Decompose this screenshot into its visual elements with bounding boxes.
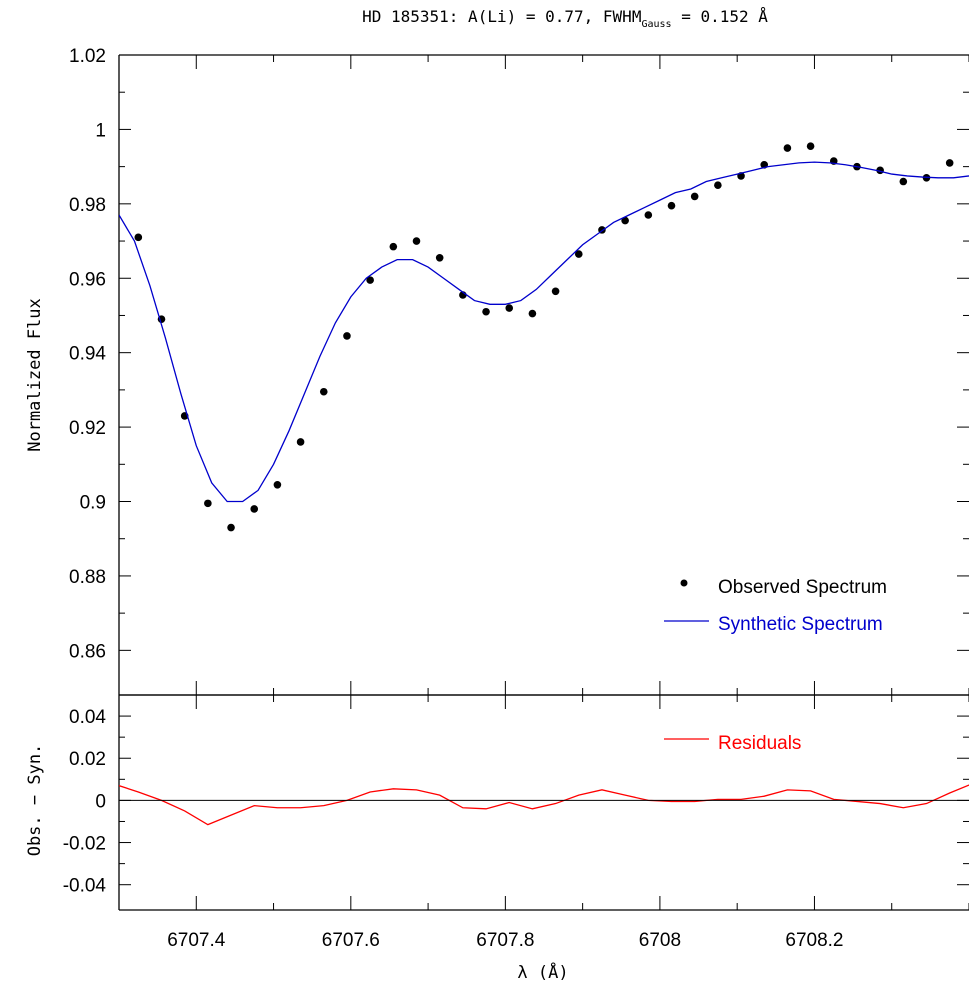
chart-title-prefix: HD 185351: A(Li) = 0.77, FWHM [362,7,641,26]
chart-title: HD 185351: A(Li) = 0.77, FWHMGauss = 0.1… [362,7,768,30]
main-ytick-label: 0.86 [69,641,106,662]
y-axis-label-main: Normalized Flux [25,298,45,452]
y-axis-label-residuals: Obs. − Syn. [25,744,45,857]
legend-residuals-label: Residuals [718,733,801,754]
residuals-panel: -0.04 -0.02 0 0.02 0.04 6707.4 6707.6 6707.8 670… [63,694,969,951]
main-panel: 0.86 0.88 0.9 0.92 0.94 0.96 0.98 1 1.02 [69,46,969,696]
chart-title-subscript: Gauss [641,19,671,30]
legend-synthetic-label: Synthetic Spectrum [718,614,883,635]
residuals-line [119,784,969,826]
observed-point [945,159,954,167]
resid-xtick-label: 6707.8 [476,930,534,951]
observed-point [783,144,792,152]
observed-point [204,499,212,508]
observed-point [482,307,490,316]
main-ytick-label: 1 [95,120,106,141]
observed-point [227,523,235,532]
resid-xtick-label: 6707.4 [167,930,226,951]
observed-point [412,237,421,245]
chart-title-suffix: = 0.152 Å [672,7,769,26]
resid-ytick-label: 0.02 [69,749,106,770]
x-axis-label: λ (Å) [517,961,568,983]
observed-point [644,211,653,219]
observed-point [714,181,722,190]
observed-point [621,216,629,225]
observed-point [389,242,398,251]
resid-ytick-label: 0 [95,791,106,812]
observed-point [505,304,514,312]
legend-observed-marker [680,579,688,587]
main-ytick-label: 0.88 [69,567,106,588]
observed-point [273,480,282,489]
main-ytick-label: 0.94 [69,344,106,365]
observed-point [296,438,305,446]
observed-point [899,177,908,186]
main-ytick-label: 0.92 [69,418,106,439]
observed-point [667,201,676,210]
resid-ytick-label: -0.04 [63,876,107,897]
main-ytick-label: 0.9 [80,493,106,514]
legend-residuals: Residuals [664,733,801,754]
observed-point [435,253,444,262]
resid-ytick-label: 0.04 [69,707,106,728]
legend-observed-label: Observed Spectrum [718,577,887,598]
resid-xtick-label: 6708.2 [785,930,843,951]
observed-point [806,142,815,150]
resid-xtick-label: 6707.6 [322,930,380,951]
observed-point [343,332,351,340]
observed-point [366,276,374,284]
main-ytick-label: 1.02 [69,46,106,67]
resid-ytick-label: -0.02 [63,834,106,855]
observed-point [528,309,537,318]
resid-plot-area [119,784,969,826]
observed-point [690,192,699,201]
observed-point [250,505,259,513]
main-ytick-label: 0.96 [69,269,106,290]
observed-point [319,387,328,396]
main-plot-area [119,142,969,532]
observed-point [551,287,560,296]
legend-main: Observed Spectrum Synthetic Spectrum [664,577,887,635]
synthetic-spectrum-line [119,161,969,503]
resid-xtick-label: 6708 [639,930,681,951]
main-ytick-label: 0.98 [69,195,106,216]
observed-point [134,233,143,242]
observed-point [574,250,583,258]
